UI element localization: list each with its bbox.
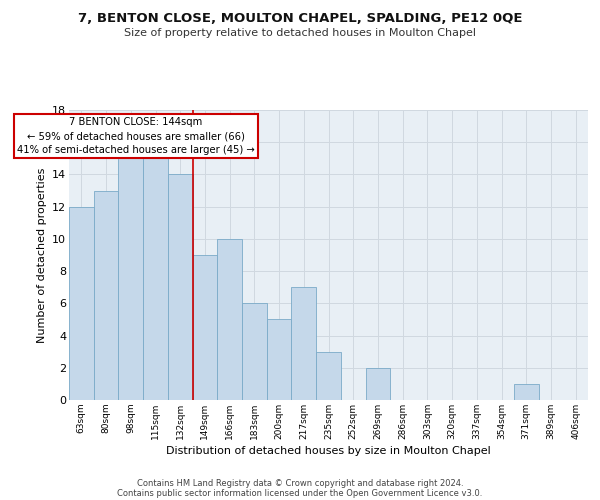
Bar: [143, 158, 168, 400]
Bar: [168, 174, 193, 400]
Bar: [267, 320, 292, 400]
Bar: [514, 384, 539, 400]
Text: Contains public sector information licensed under the Open Government Licence v3: Contains public sector information licen…: [118, 488, 482, 498]
Bar: [242, 304, 267, 400]
Bar: [69, 206, 94, 400]
Bar: [217, 239, 242, 400]
Bar: [292, 287, 316, 400]
Text: Size of property relative to detached houses in Moulton Chapel: Size of property relative to detached ho…: [124, 28, 476, 38]
Bar: [193, 255, 217, 400]
Text: 7 BENTON CLOSE: 144sqm
← 59% of detached houses are smaller (66)
41% of semi-det: 7 BENTON CLOSE: 144sqm ← 59% of detached…: [17, 117, 254, 155]
Bar: [365, 368, 390, 400]
X-axis label: Distribution of detached houses by size in Moulton Chapel: Distribution of detached houses by size …: [166, 446, 491, 456]
Bar: [118, 158, 143, 400]
Bar: [94, 190, 118, 400]
Y-axis label: Number of detached properties: Number of detached properties: [37, 168, 47, 342]
Text: Contains HM Land Registry data © Crown copyright and database right 2024.: Contains HM Land Registry data © Crown c…: [137, 478, 463, 488]
Bar: [316, 352, 341, 400]
Text: 7, BENTON CLOSE, MOULTON CHAPEL, SPALDING, PE12 0QE: 7, BENTON CLOSE, MOULTON CHAPEL, SPALDIN…: [78, 12, 522, 26]
